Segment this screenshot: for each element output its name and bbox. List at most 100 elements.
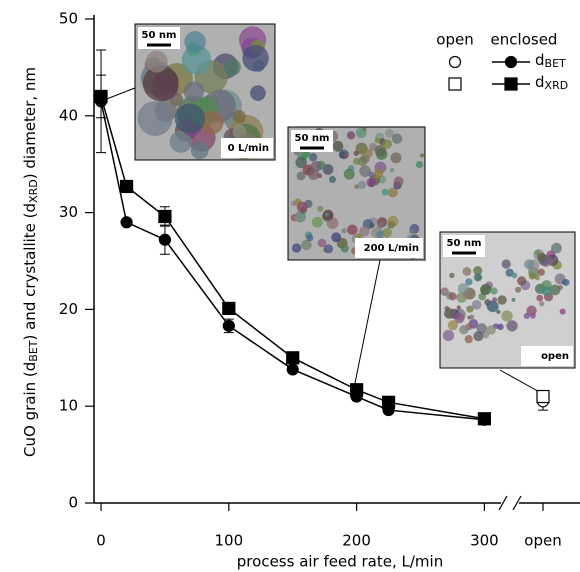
x-tick-label: 100 <box>214 532 243 550</box>
inset-texture <box>296 171 306 181</box>
legend-header: open <box>436 31 473 49</box>
legend-open-marker <box>448 55 462 69</box>
inset-texture <box>442 329 455 342</box>
inset-texture <box>501 259 511 269</box>
inset-texture <box>420 153 425 158</box>
inset-texture <box>506 320 518 332</box>
inset-texture <box>301 239 312 251</box>
inset-texture <box>145 50 168 73</box>
inset-texture <box>454 312 465 324</box>
inset-texture <box>340 244 349 253</box>
leader-line <box>103 87 136 101</box>
inset-texture <box>534 275 540 281</box>
inset-texture <box>242 45 269 72</box>
data-point <box>222 319 235 332</box>
scale-label: 50 nm <box>142 30 177 41</box>
x-tick-label: 200 <box>342 532 371 550</box>
legend-label: dBET <box>535 51 566 71</box>
y-tick-label: 10 <box>59 397 78 415</box>
inset-texture <box>296 201 308 213</box>
inset-texture <box>317 205 324 212</box>
inset-texture <box>496 309 501 315</box>
inset-texture <box>137 100 173 136</box>
y-axis-label-part: XRD <box>27 179 40 203</box>
inset-texture <box>523 312 530 320</box>
inset-texture <box>341 228 347 234</box>
inset-texture <box>324 212 330 217</box>
axis-break <box>512 495 522 511</box>
inset-texture <box>362 127 367 132</box>
inset-texture <box>490 287 498 295</box>
inset-texture <box>373 168 384 179</box>
inset-texture <box>457 283 469 295</box>
y-axis-label-part: CuO grain (d <box>21 362 39 457</box>
inset-texture <box>347 224 358 235</box>
data-point <box>222 301 236 316</box>
inset-texture <box>374 137 381 144</box>
data-point <box>350 383 364 397</box>
inset-texture <box>382 227 392 238</box>
inset-texture <box>456 305 461 310</box>
inset-texture <box>384 128 394 138</box>
inset-texture <box>526 305 537 316</box>
inset-texture <box>524 259 535 270</box>
x-tick-label: 300 <box>470 532 499 550</box>
inset-texture <box>294 211 306 223</box>
inset-texture <box>393 176 404 187</box>
inset-texture <box>462 291 470 299</box>
inset-texture <box>551 242 562 254</box>
inset-texture <box>530 313 536 319</box>
data-point <box>94 89 108 104</box>
inset-texture <box>190 141 209 160</box>
inset-texture <box>497 295 507 305</box>
data-point <box>119 179 134 194</box>
legend-open-marker <box>448 77 462 91</box>
data-point <box>381 395 396 409</box>
inset-texture <box>511 297 516 302</box>
scale-label: 50 nm <box>447 238 482 249</box>
inset-texture <box>486 325 496 335</box>
inset-texture <box>487 300 499 313</box>
inset-texture <box>353 150 359 156</box>
inset-texture <box>374 144 387 157</box>
inset-texture <box>465 278 473 286</box>
inset-texture <box>382 139 392 149</box>
inset-texture <box>466 305 474 313</box>
inset-label: 200 L/min <box>364 243 419 254</box>
inset-texture <box>539 301 545 307</box>
inset-texture <box>448 292 457 301</box>
inset-texture <box>541 286 552 296</box>
inset-texture <box>358 180 367 190</box>
axis-break <box>498 495 508 511</box>
label-box <box>355 238 423 258</box>
label-box <box>221 138 273 158</box>
inset-label: open <box>541 351 569 362</box>
data-point <box>286 351 300 365</box>
x-axis-label: process air feed rate, L/min <box>237 553 443 571</box>
inset-texture <box>310 160 322 172</box>
inset-texture <box>562 278 570 287</box>
inset-texture <box>536 294 544 302</box>
scale-label: 50 nm <box>295 133 330 144</box>
inset-texture <box>480 283 492 296</box>
inset-texture <box>473 266 483 276</box>
data-point <box>158 233 172 246</box>
x-tick-label: open <box>524 532 561 550</box>
inset-texture <box>391 133 403 144</box>
y-axis-label-part: BET <box>27 340 40 361</box>
x-tick-label: 0 <box>96 532 106 550</box>
inset-texture <box>311 216 323 228</box>
inset-texture <box>459 325 469 335</box>
inset-texture <box>511 272 518 279</box>
inset-texture <box>329 176 336 184</box>
inset-texture <box>363 148 373 159</box>
leader-line <box>499 369 544 395</box>
inset-texture <box>359 165 371 177</box>
label-box <box>521 346 573 366</box>
leader-line <box>353 259 381 389</box>
inset-label: 0 L/min <box>228 143 269 154</box>
inset-texture <box>184 31 206 53</box>
inset-texture <box>415 160 424 169</box>
inset-texture <box>387 220 396 229</box>
